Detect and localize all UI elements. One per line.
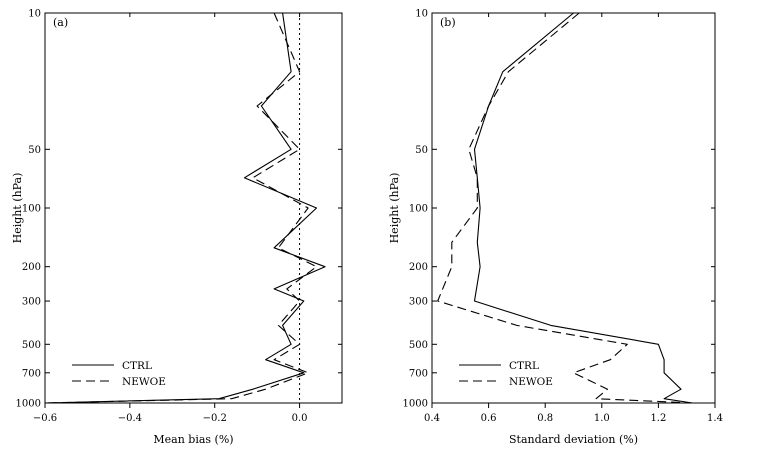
plot-frame <box>44 12 343 404</box>
legend: CTRL NEWOE <box>72 360 166 388</box>
y-tick-label: 100 <box>22 204 41 215</box>
panel-label: (b) <box>440 16 456 29</box>
x-tick-label: 1.2 <box>650 413 666 424</box>
y-tick-label: 1000 <box>403 399 428 410</box>
x-axis-label: Standard deviation (%) <box>509 433 638 446</box>
y-axis-label: Height (hPa) <box>11 173 24 244</box>
chart-panel-2: 0.4 0.6 0.8 1.0 1.2 1.4 10 50 100 200 300 500 700 100… <box>388 9 723 447</box>
x-tick-label: 1.4 <box>707 413 723 424</box>
y-tick-label: 500 <box>409 340 428 351</box>
chart-panel-1: −0.6 −0.4 −0.2 0.0 10 50 100 200 300 500 700 1000 Me… <box>11 9 343 446</box>
legend-label-newoe: NEWOE <box>509 376 553 388</box>
y-tick-label: 10 <box>28 9 41 20</box>
y-tick-label: 700 <box>409 368 428 379</box>
series-line-newoe <box>44 12 318 404</box>
x-tick-label: 0.6 <box>481 413 497 424</box>
plot-frame <box>431 12 716 404</box>
x-tick-label: −0.4 <box>118 413 142 424</box>
y-tick-label: 100 <box>409 204 428 215</box>
y-tick-label: 10 <box>415 9 428 20</box>
legend-label-ctrl: CTRL <box>122 360 152 372</box>
y-tick-label: 1000 <box>16 399 41 410</box>
series-line-ctrl <box>473 12 693 404</box>
legend: CTRL NEWOE <box>459 360 553 388</box>
y-tick-label: 700 <box>22 368 41 379</box>
series-line-newoe <box>437 12 693 404</box>
y-tick-label: 200 <box>409 262 428 273</box>
y-tick-label: 500 <box>22 340 41 351</box>
y-tick-label: 50 <box>415 145 428 156</box>
x-tick-label: 0.4 <box>424 413 440 424</box>
series-line-ctrl <box>44 12 326 404</box>
y-tick-label: 200 <box>22 262 41 273</box>
x-tick-label: −0.2 <box>203 413 227 424</box>
x-tick-label: −0.6 <box>33 413 57 424</box>
x-tick-label: 1.0 <box>594 413 610 424</box>
x-tick-label: 0.0 <box>292 413 308 424</box>
panel-label: (a) <box>53 16 68 29</box>
y-tick-label: 300 <box>409 297 428 308</box>
y-tick-label: 50 <box>28 145 41 156</box>
legend-label-newoe: NEWOE <box>122 376 166 388</box>
x-tick-label: 0.8 <box>537 413 553 424</box>
y-axis-label: Height (hPa) <box>388 173 401 244</box>
legend-label-ctrl: CTRL <box>509 360 539 372</box>
y-tick-label: 300 <box>22 297 41 308</box>
x-axis-label: Mean bias (%) <box>153 433 233 446</box>
